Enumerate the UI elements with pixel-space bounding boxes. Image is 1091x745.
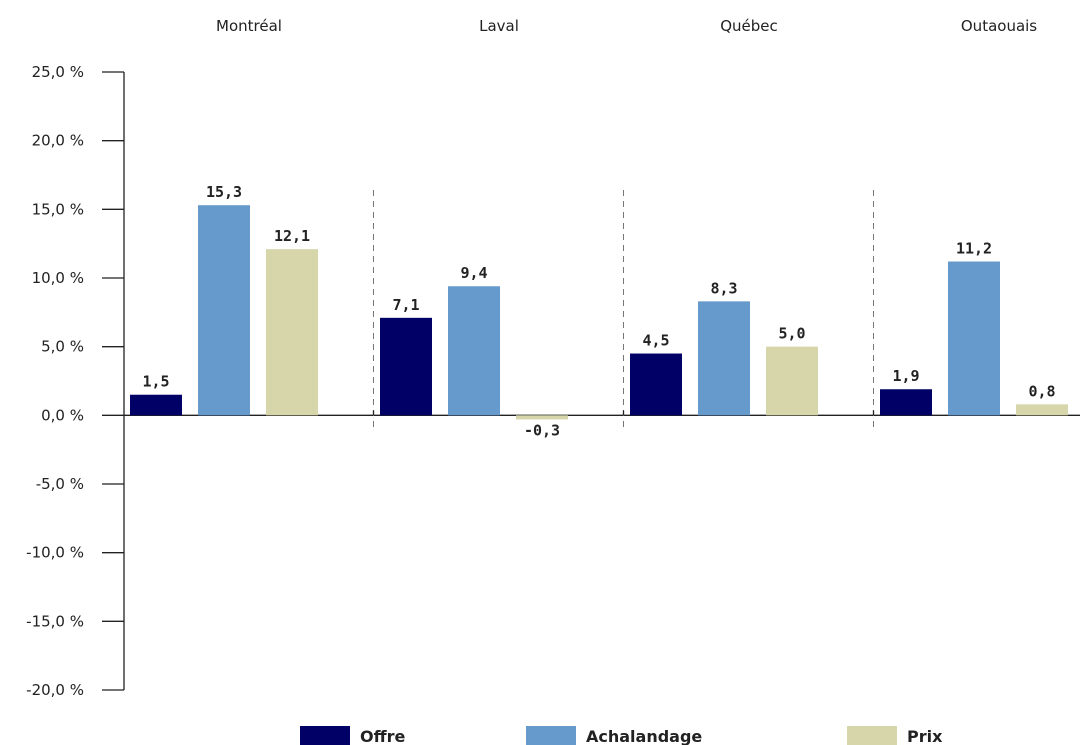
y-tick-label: 0,0 % <box>41 406 84 424</box>
data-label: 7,1 <box>392 296 419 314</box>
bar <box>198 205 250 416</box>
legend-swatch <box>847 726 897 745</box>
y-tick-label: -5,0 % <box>36 475 84 493</box>
bar <box>698 301 750 416</box>
data-label: 15,3 <box>206 183 242 201</box>
y-tick-label: -20,0 % <box>26 681 84 699</box>
y-tick-label: -10,0 % <box>26 544 84 562</box>
data-label: 12,1 <box>274 227 310 245</box>
category-separators <box>372 190 875 432</box>
data-label: 11,2 <box>956 240 992 258</box>
data-label: 4,5 <box>642 332 669 350</box>
data-label: 1,5 <box>142 373 169 391</box>
y-tick-label: 5,0 % <box>41 338 84 356</box>
category-labels: Montréal Laval Québec Outaouais <box>216 17 1037 35</box>
y-tick-label: 15,0 % <box>32 200 84 218</box>
data-labels: 1,5 15,3 12,1 7,1 9,4 -0,3 4,5 8,3 5,0 1,9 11,2 0,8 <box>142 183 1055 439</box>
data-label: 5,0 <box>778 325 805 343</box>
bar <box>630 353 682 416</box>
data-label: 9,4 <box>460 264 487 282</box>
legend-swatch <box>300 726 350 745</box>
bars <box>130 205 1068 420</box>
bar <box>448 286 500 416</box>
y-tick-label: 25,0 % <box>32 63 84 81</box>
legend: Offre Achalandage Prix <box>300 726 943 745</box>
bar <box>516 415 568 420</box>
bar <box>130 394 182 416</box>
legend-swatch <box>526 726 576 745</box>
data-label: 1,9 <box>892 367 919 385</box>
category-label: Québec <box>720 17 778 35</box>
y-tick-label: 10,0 % <box>32 269 84 287</box>
legend-label: Offre <box>360 727 405 745</box>
bar <box>266 249 318 416</box>
data-label: 8,3 <box>710 279 737 297</box>
legend-label: Achalandage <box>586 727 702 745</box>
bar <box>766 346 818 416</box>
y-tick-label: 20,0 % <box>32 132 84 150</box>
bar <box>880 389 932 416</box>
y-axis: 25,0 % 20,0 % 15,0 % 10,0 % 5,0 % 0,0 % -5,0 %… <box>26 63 1080 699</box>
category-label: Laval <box>479 17 519 35</box>
bar <box>948 261 1000 416</box>
category-label: Montréal <box>216 17 282 35</box>
data-label: -0,3 <box>524 421 560 439</box>
y-tick-label: -15,0 % <box>26 612 84 630</box>
legend-label: Prix <box>907 727 943 745</box>
bar <box>380 317 432 416</box>
data-label: 0,8 <box>1028 382 1055 400</box>
category-label: Outaouais <box>961 17 1037 35</box>
bar <box>1016 404 1068 416</box>
